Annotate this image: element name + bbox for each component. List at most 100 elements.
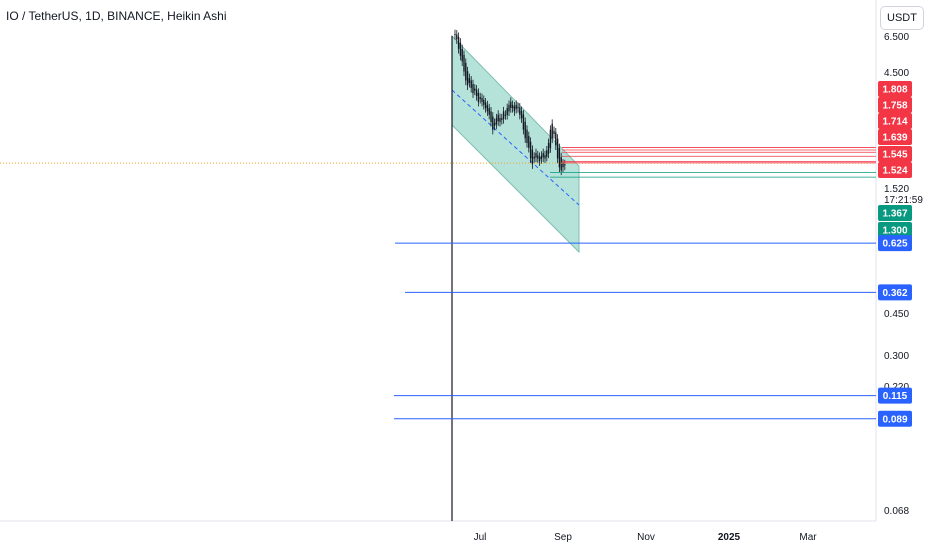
candles-group bbox=[454, 29, 566, 176]
candle-body bbox=[558, 148, 561, 168]
price-badge bbox=[878, 162, 912, 178]
price-badge bbox=[878, 81, 912, 97]
price-badge bbox=[878, 410, 912, 427]
price-badge bbox=[878, 129, 912, 145]
candle-body bbox=[547, 142, 550, 154]
candle-body bbox=[501, 118, 503, 120]
candle-body bbox=[497, 114, 499, 122]
price-badge-label: 0.625 bbox=[882, 239, 907, 250]
candle-body bbox=[538, 156, 541, 162]
time-tick-label: Sep bbox=[554, 532, 572, 543]
candle-body bbox=[483, 99, 485, 105]
candle-body bbox=[556, 138, 559, 159]
price-badge-label: 1.524 bbox=[882, 166, 907, 177]
price-tick-label: 0.068 bbox=[884, 506, 909, 517]
candle-body bbox=[517, 106, 519, 109]
candle-body bbox=[564, 164, 566, 166]
candle-body bbox=[562, 163, 564, 168]
candle-body bbox=[524, 121, 526, 139]
candle-body bbox=[465, 62, 467, 81]
candle-body bbox=[535, 152, 537, 158]
price-badge-label: 0.115 bbox=[883, 391, 908, 402]
candle-body bbox=[526, 129, 528, 143]
candle-body bbox=[488, 108, 490, 115]
price-badge bbox=[878, 235, 912, 252]
candle-body bbox=[495, 118, 498, 125]
candle-body bbox=[528, 136, 530, 148]
price-badge-label: 1.639 bbox=[882, 133, 907, 144]
candle-body bbox=[504, 114, 507, 116]
price-badge bbox=[878, 284, 912, 301]
price-tick-label: 0.300 bbox=[884, 351, 909, 362]
candle-body bbox=[477, 92, 480, 102]
price-badge-label: 1.367 bbox=[882, 209, 907, 220]
price-badge-label: 0.089 bbox=[882, 414, 907, 425]
candle-body bbox=[553, 130, 555, 134]
candle-body bbox=[461, 48, 463, 62]
candle-body bbox=[560, 157, 562, 171]
candle-body bbox=[537, 155, 539, 159]
price-badge bbox=[878, 387, 912, 404]
candle-body bbox=[531, 149, 534, 165]
candle-body bbox=[475, 89, 478, 97]
price-badge bbox=[878, 97, 912, 113]
time-tick-label: 2025 bbox=[718, 532, 741, 543]
candle-body bbox=[533, 156, 535, 159]
price-badge bbox=[878, 205, 912, 221]
price-badge-label: 0.362 bbox=[882, 288, 907, 299]
price-tick-label: 6.500 bbox=[884, 32, 909, 43]
candle-body bbox=[542, 152, 544, 158]
currency-button[interactable]: USDT bbox=[880, 6, 924, 30]
candle-body bbox=[515, 104, 517, 109]
candle-body bbox=[529, 141, 532, 159]
candle-body bbox=[555, 132, 557, 146]
candle-body bbox=[551, 123, 553, 139]
candle-body bbox=[463, 54, 465, 72]
price-badge-label: 1.808 bbox=[882, 85, 907, 96]
candle-body bbox=[479, 97, 481, 99]
time-tick-label: Jul bbox=[474, 532, 487, 543]
candle-body bbox=[502, 111, 505, 120]
candle-body bbox=[481, 98, 483, 102]
countdown-label: 17:21:59 bbox=[884, 195, 923, 206]
candle-body bbox=[546, 150, 548, 157]
candle-body bbox=[484, 102, 487, 109]
price-badge-label: 1.300 bbox=[882, 226, 907, 237]
time-tick-label: Mar bbox=[799, 532, 817, 543]
price-badge-label: 1.545 bbox=[882, 150, 907, 161]
candle-body bbox=[499, 117, 501, 122]
candle-body bbox=[492, 116, 494, 130]
candle-body bbox=[540, 155, 543, 160]
candle-body bbox=[457, 36, 460, 49]
candle-body bbox=[486, 105, 489, 112]
price-badge-label: 1.714 bbox=[882, 117, 907, 128]
price-badge bbox=[878, 222, 912, 238]
candle-body bbox=[490, 111, 492, 122]
candle-body bbox=[493, 122, 496, 126]
channel-midline bbox=[451, 89, 580, 206]
candle-body bbox=[459, 42, 462, 56]
price-tick-label: 0.450 bbox=[884, 309, 909, 320]
price-levels-group bbox=[0, 147, 876, 420]
candle-body bbox=[520, 110, 523, 119]
price-badge bbox=[878, 146, 912, 162]
price-badge bbox=[878, 113, 912, 129]
time-ticks-group: Jul Sep Nov 2025 Mar bbox=[474, 532, 818, 543]
candle-body bbox=[468, 78, 471, 83]
price-tick-label: 1.520 bbox=[884, 184, 909, 195]
candle-body bbox=[519, 107, 521, 115]
candle-body bbox=[456, 34, 458, 40]
candle-body bbox=[549, 129, 552, 149]
price-badge-label: 1.758 bbox=[882, 101, 907, 112]
chart-title: IO / TetherUS, 1D, BINANCE, Heikin Ashi bbox=[6, 9, 227, 23]
candle-body bbox=[474, 88, 476, 91]
candle-body bbox=[522, 114, 525, 130]
candle-body bbox=[511, 104, 514, 109]
candle-body bbox=[454, 34, 456, 36]
candle-body bbox=[470, 80, 472, 88]
candle-body bbox=[466, 71, 469, 86]
time-tick-label: Nov bbox=[637, 532, 655, 543]
descending-channel bbox=[451, 34, 580, 254]
candle-body bbox=[508, 104, 510, 112]
